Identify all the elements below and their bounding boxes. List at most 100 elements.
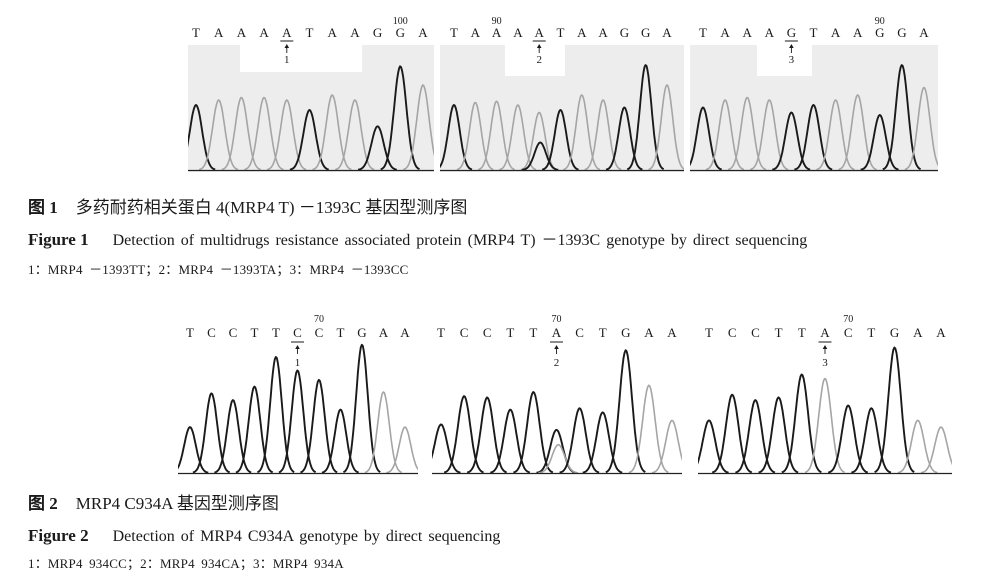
base-letter: T [450,25,458,40]
label-cutout [505,45,565,76]
base-letter: C [728,325,737,340]
base-letter: C [229,325,238,340]
peak-trace [690,106,722,171]
base-letter: T [775,325,783,340]
peak-trace [648,84,684,171]
base-letter: C [751,325,760,340]
position-number: 100 [393,16,408,27]
base-letter: T [337,325,345,340]
peak-trace [520,111,558,171]
arrow-up-icon [295,345,300,354]
figure-2-caption-cn: 图 2 MRP4 C934A 基因型测序图 [28,493,279,515]
marker-number: 1 [295,357,301,369]
arrow-head [536,44,542,48]
arrow-head [284,44,290,48]
peak-trace [538,443,578,474]
peak-trace [897,419,938,474]
base-letter: T [867,325,875,340]
base-letter: T [599,325,607,340]
peak-trace [559,407,600,474]
base-letter: C [483,325,492,340]
arrow-up-icon [536,44,542,53]
peak-trace [584,99,622,171]
arrow-head [822,345,828,349]
base-letter: A [492,25,502,40]
marker-number: 3 [822,357,828,369]
peak-trace [188,104,216,171]
peak-trace [920,426,952,474]
peak-trace [278,369,317,474]
peak-trace [860,114,899,171]
figure-1-label-en: Figure 1 [28,230,89,249]
base-letter: A [513,25,523,40]
peak-trace [735,399,776,474]
base-letter: A [259,25,269,40]
base-letter: A [418,25,428,40]
peak-trace [386,426,418,474]
peak-trace [178,426,209,474]
figure-2-legend: 1：MRP4 934CC；2：MRP4 934CA；3：MRP4 934A [28,556,344,571]
base-letter: G [787,25,796,40]
marker-number: 1 [284,54,290,66]
base-letter: T [798,325,806,340]
base-letter: G [897,25,906,40]
base-letter: T [810,25,818,40]
peak-trace [214,399,252,474]
base-letter: A [853,25,863,40]
arrow-up-icon [284,44,290,53]
base-letter: T [272,325,280,340]
peak-trace [816,99,855,171]
arrow-up-icon [822,345,828,354]
base-letter: G [621,325,630,340]
base-letter: T [699,25,707,40]
figure-1-label-cn: 图 1 [28,198,58,217]
base-letter: C [293,325,302,340]
peak-trace [364,391,402,474]
base-letter: G [875,25,884,40]
position-number: 70 [843,314,853,325]
base-letter: A [644,325,654,340]
base-letter: A [237,25,247,40]
base-letter: A [598,25,608,40]
peak-trace [605,349,646,474]
peak-trace [300,378,338,474]
peak-trace [256,356,295,474]
base-letter: G [357,325,366,340]
peak-trace [521,141,559,171]
peak-trace [882,64,922,171]
base-letter: A [400,325,410,340]
base-letter: T [437,325,445,340]
peak-trace [541,109,579,171]
figure-1-legend: 1：MRP4 －1393TT；2：MRP4 －1393TA；3：MRP4 －13… [28,262,409,277]
base-letter: A [720,25,730,40]
base-letter: G [620,25,629,40]
peak-trace [781,373,822,474]
base-letter: C [207,325,216,340]
label-cutout [240,45,362,72]
base-letter: A [919,25,929,40]
base-letter: T [529,325,537,340]
arrow-up-icon [554,345,559,354]
peak-trace [456,101,494,171]
base-letter: G [890,325,899,340]
peak-trace [490,408,531,474]
base-letter: A [214,25,224,40]
position-number: 70 [552,314,562,325]
peak-trace [266,99,307,171]
figure-2-caption-en: Figure 2 Detection of MRP4 C934A genotype… [28,525,500,548]
arrow-head [789,44,794,48]
peak-trace [711,393,753,474]
figure-1-caption-cn: 图 1 多药耐药相关蛋白 4(MRP4 T) －1393C 基因型测序图 [28,197,467,219]
arrow-head [554,345,559,349]
peak-trace [851,407,892,474]
position-number: 70 [314,314,324,325]
base-letter: T [251,325,259,340]
peak-trace [198,99,239,171]
peak-trace [221,96,261,171]
peak-trace [499,104,537,171]
